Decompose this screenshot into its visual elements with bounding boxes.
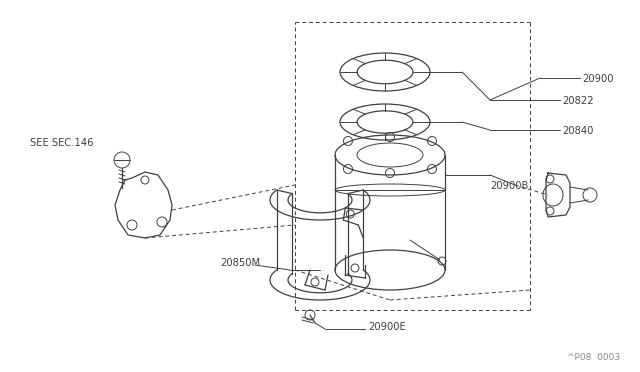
Text: ^P08  0003: ^P08 0003	[567, 353, 620, 362]
Text: 20840: 20840	[562, 126, 593, 136]
Text: 20822: 20822	[562, 96, 594, 106]
Text: 20900: 20900	[582, 74, 614, 84]
Text: 20850M: 20850M	[220, 258, 260, 268]
Text: 20900E: 20900E	[368, 322, 406, 332]
Text: 20900B: 20900B	[490, 181, 529, 191]
Text: SEE SEC.146: SEE SEC.146	[30, 138, 93, 148]
